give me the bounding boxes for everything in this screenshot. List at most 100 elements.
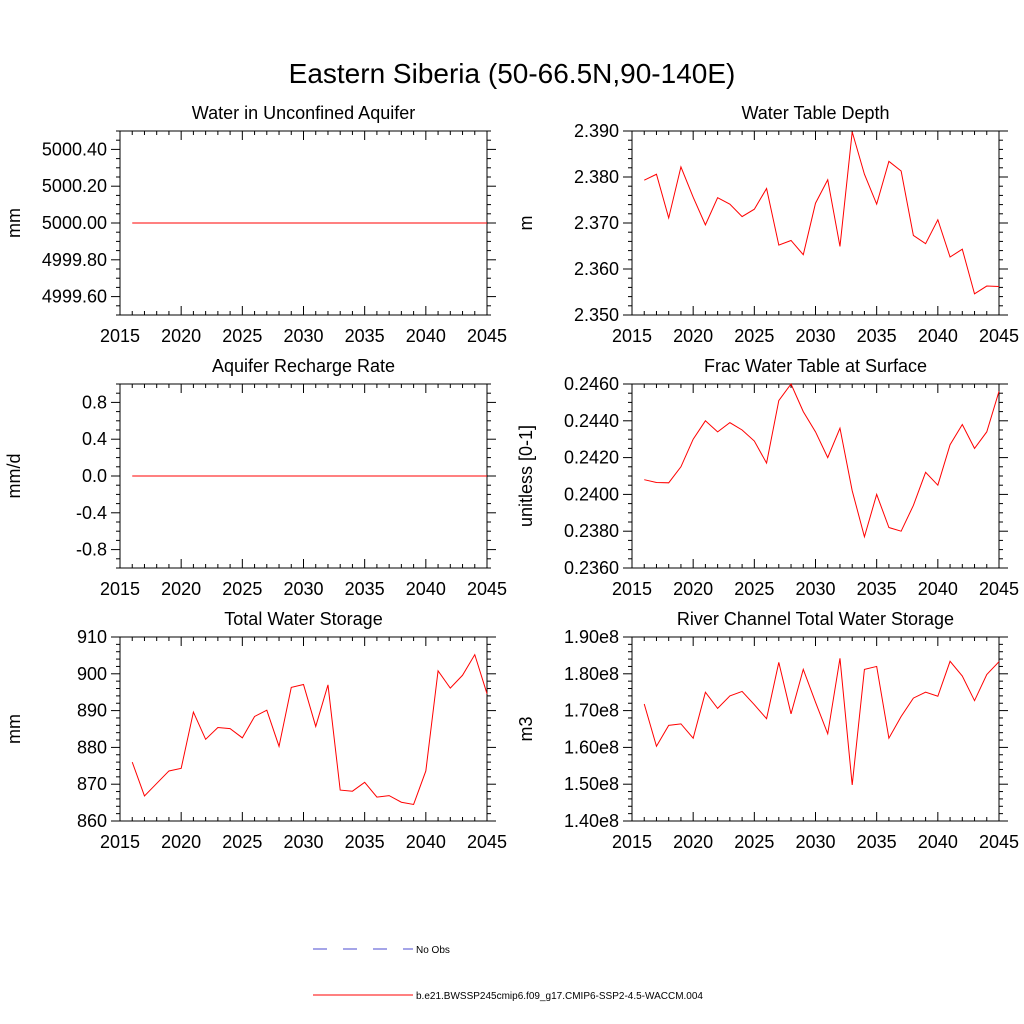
x-tick-label: 2040 [406, 579, 446, 599]
legend-model-label: b.e21.BWSSP245cmip6.f09_g17.CMIP6-SSP2-4… [416, 991, 703, 1002]
panel-2: Water Table Depth m 2015 2020 2025 2030 2035 20… [516, 103, 1019, 346]
y-tick-label: 0.2360 [564, 558, 619, 578]
y-tick-label: 910 [77, 627, 107, 647]
legend: No Obs b.e21.BWSSP245cmip6.f09_g17.CMIP6… [313, 945, 703, 1002]
y-axis-label: mm/d [4, 454, 24, 499]
y-tick-label: 0.2460 [564, 374, 619, 394]
y-tick-label: -0.4 [76, 503, 107, 523]
panel-title: Total Water Storage [224, 609, 382, 629]
y-tick-label: 2.390 [574, 121, 619, 141]
x-tick-label: 2035 [345, 579, 385, 599]
x-tick-label: 2025 [222, 326, 262, 346]
x-tick-label: 2040 [918, 579, 958, 599]
plot-frame [631, 130, 1000, 316]
x-tick-label: 2035 [857, 326, 897, 346]
x-tick-label: 2030 [283, 579, 323, 599]
y-tick-label: 0.4 [82, 429, 107, 449]
y-tick-label: 0.8 [82, 392, 107, 412]
x-tick-label: 2020 [161, 326, 201, 346]
y-tick-label: 0.2420 [564, 448, 619, 468]
x-tick-label: 2015 [612, 326, 652, 346]
series-line [644, 131, 1000, 295]
x-tick-label: 2040 [918, 832, 958, 852]
y-tick-label: 1.40e8 [564, 811, 619, 831]
y-tick-label: 2.350 [574, 305, 619, 325]
x-tick-label: 2025 [734, 579, 774, 599]
y-axis-label: unitless [0-1] [516, 425, 536, 527]
x-tick-label: 2040 [406, 326, 446, 346]
x-tick-label: 2045 [467, 832, 507, 852]
x-tick-label: 2025 [222, 832, 262, 852]
x-tick-label: 2035 [345, 832, 385, 852]
y-tick-label: 1.70e8 [564, 701, 619, 721]
y-tick-label: 5000.20 [42, 176, 107, 196]
y-axis-label: mm [4, 208, 24, 238]
series-line [643, 658, 1000, 785]
y-tick-label: 2.370 [574, 213, 619, 233]
x-tick-label: 2040 [918, 326, 958, 346]
x-tick-label: 2045 [979, 326, 1019, 346]
y-tick-label: 2.380 [574, 167, 619, 187]
legend-item-obs: No Obs [313, 945, 450, 956]
legend-item-model: b.e21.BWSSP245cmip6.f09_g17.CMIP6-SSP2-4… [313, 991, 703, 1002]
y-tick-label: 4999.60 [42, 287, 107, 307]
y-tick-label: 870 [77, 774, 107, 794]
y-tick-label: 0.2400 [564, 484, 619, 504]
x-tick-label: 2025 [734, 326, 774, 346]
series-line [131, 653, 488, 806]
panel-title: Water in Unconfined Aquifer [192, 103, 415, 123]
panel-5: Total Water Storage mm 2015 2020 2025 2030 203… [4, 609, 507, 852]
x-tick-label: 2015 [612, 832, 652, 852]
x-tick-label: 2025 [222, 579, 262, 599]
x-tick-label: 2030 [795, 832, 835, 852]
plot-frame [631, 636, 1000, 822]
panels: Water in Unconfined Aquifer mm 2015 2020 202… [4, 103, 1019, 852]
y-tick-label: 1.60e8 [564, 737, 619, 757]
x-tick-label: 2045 [467, 326, 507, 346]
x-tick-label: 2030 [795, 579, 835, 599]
x-tick-label: 2015 [100, 832, 140, 852]
y-tick-label: 5000.00 [42, 213, 107, 233]
y-tick-label: 860 [77, 811, 107, 831]
series-line [644, 383, 1000, 539]
x-tick-label: 2045 [979, 579, 1019, 599]
y-axis-label: m3 [516, 716, 536, 741]
x-tick-label: 2020 [673, 326, 713, 346]
x-tick-label: 2025 [734, 832, 774, 852]
x-tick-label: 2015 [612, 579, 652, 599]
panel-6: River Channel Total Water Storage m3 2015 2… [516, 609, 1019, 852]
y-tick-label: 4999.80 [42, 250, 107, 270]
x-tick-label: 2035 [857, 832, 897, 852]
x-tick-label: 2030 [283, 832, 323, 852]
y-tick-label: 0.2440 [564, 411, 619, 431]
x-tick-label: 2035 [857, 579, 897, 599]
panel-1: Water in Unconfined Aquifer mm 2015 2020 202… [4, 103, 507, 346]
x-tick-label: 2020 [161, 579, 201, 599]
y-tick-label: 0.2380 [564, 521, 619, 541]
panel-title: Aquifer Recharge Rate [212, 356, 395, 376]
plot-frame [119, 636, 488, 822]
y-axis-label: m [516, 216, 536, 231]
figure-title: Eastern Siberia (50-66.5N,90-140E) [289, 58, 736, 89]
legend-obs-label: No Obs [416, 945, 450, 956]
x-tick-label: 2030 [283, 326, 323, 346]
y-tick-label: 2.360 [574, 259, 619, 279]
y-tick-label: 1.80e8 [564, 664, 619, 684]
panel-title: Water Table Depth [741, 103, 889, 123]
x-tick-label: 2020 [673, 579, 713, 599]
y-axis-label: mm [4, 714, 24, 744]
y-tick-label: 880 [77, 737, 107, 757]
x-tick-label: 2030 [795, 326, 835, 346]
panel-title: Frac Water Table at Surface [704, 356, 927, 376]
y-tick-label: 1.90e8 [564, 627, 619, 647]
panel-title: River Channel Total Water Storage [677, 609, 954, 629]
x-tick-label: 2045 [467, 579, 507, 599]
x-tick-label: 2015 [100, 326, 140, 346]
plot-frame [631, 383, 1000, 569]
y-tick-label: 890 [77, 701, 107, 721]
y-tick-label: -0.8 [76, 540, 107, 560]
panel-4: Frac Water Table at Surface unitless [0-1… [516, 356, 1019, 599]
x-tick-label: 2035 [345, 326, 385, 346]
y-tick-label: 1.50e8 [564, 774, 619, 794]
